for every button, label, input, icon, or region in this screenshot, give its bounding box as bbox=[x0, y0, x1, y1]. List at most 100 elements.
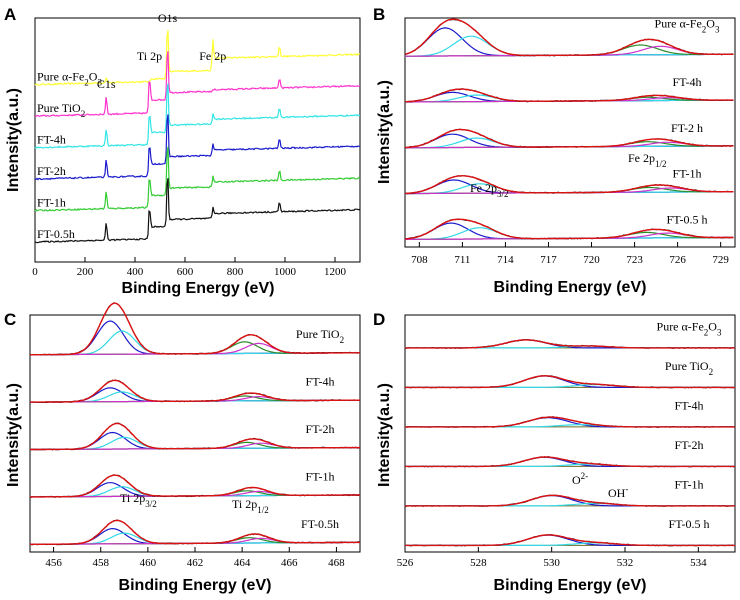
fit-envelope bbox=[404, 18, 734, 57]
panel-letter: B bbox=[373, 5, 385, 24]
fit-envelope bbox=[405, 534, 735, 547]
text-span: 2 bbox=[84, 78, 89, 88]
text-span: Ti 2p bbox=[232, 497, 257, 511]
fit-envelope bbox=[405, 375, 735, 389]
text-span: FT-2h bbox=[675, 438, 704, 452]
x-tick-label: 528 bbox=[470, 557, 487, 569]
peak-annotation: O2- bbox=[572, 471, 588, 487]
peak-label: Fe 2p bbox=[199, 49, 226, 63]
series-label: FT-4h bbox=[37, 133, 66, 147]
panel-letter: A bbox=[4, 5, 16, 24]
peak-annotation: OH- bbox=[608, 484, 628, 500]
text-span: FT-1h bbox=[306, 469, 335, 483]
text-span: FT-1h bbox=[675, 478, 704, 492]
x-tick-label: 711 bbox=[454, 254, 470, 266]
panel-D: D Binding Energy (eV) Intensity(a.u.) 526 52… bbox=[373, 310, 736, 594]
peak-label: C1s bbox=[97, 77, 116, 91]
survey-line bbox=[34, 83, 361, 149]
y-axis-title: Intensity(a.u.) bbox=[376, 383, 393, 487]
x-axis-title: Binding Energy (eV) bbox=[494, 279, 647, 296]
x-tick-label: 723 bbox=[626, 254, 643, 266]
fit-envelope bbox=[405, 456, 735, 468]
text-span: FT-0.5 h bbox=[669, 517, 710, 531]
plot-frame bbox=[34, 17, 361, 263]
text-span: 2 bbox=[340, 335, 345, 345]
peak-label: Ti 2p bbox=[137, 49, 162, 63]
x-tick-label: 1000 bbox=[274, 266, 297, 278]
panel-B: B Binding Energy (eV) Intensity(a.u.) 708 71… bbox=[373, 5, 736, 296]
text-span: FT-2h bbox=[306, 422, 335, 436]
x-tick-label: 0 bbox=[32, 266, 38, 278]
y-axis-title: Intensity(a.u.) bbox=[5, 383, 22, 487]
x-tick-label: 458 bbox=[92, 557, 109, 569]
text-span: 2- bbox=[581, 471, 589, 481]
panel-C: C Binding Energy (eV) Intensity(a.u.) 456 45… bbox=[4, 302, 361, 594]
text-span: 2 bbox=[702, 24, 707, 34]
text-span: O bbox=[572, 473, 581, 487]
x-tick-label: 708 bbox=[411, 254, 428, 266]
x-tick-label: 717 bbox=[540, 254, 557, 266]
text-span: Pure α-Fe bbox=[37, 70, 84, 84]
peak-annotation: Fe 2p3/2 bbox=[470, 181, 509, 199]
x-tick-label: 530 bbox=[543, 557, 560, 569]
fit-envelope bbox=[30, 302, 360, 356]
panel-letter: D bbox=[373, 310, 385, 329]
series-label: FT-0.5h bbox=[301, 517, 339, 531]
text-span: OH bbox=[608, 486, 626, 500]
x-tick-label: 466 bbox=[281, 557, 298, 569]
text-span: 3 bbox=[715, 24, 720, 34]
fit-envelope bbox=[30, 422, 360, 451]
text-span: FT-0.5 h bbox=[667, 212, 708, 226]
x-tick-label: 460 bbox=[140, 557, 157, 569]
x-tick-label: 200 bbox=[77, 266, 94, 278]
x-tick-label: 526 bbox=[397, 557, 414, 569]
text-span: 3/2 bbox=[145, 499, 157, 509]
series-label: Pure TiO2 bbox=[296, 327, 344, 345]
text-span: Pure α-Fe bbox=[655, 16, 702, 30]
peak-annotation: Ti 2p3/2 bbox=[120, 491, 157, 509]
y-axis-title: Intensity(a.u.) bbox=[376, 80, 393, 184]
text-span: FT-2 h bbox=[671, 121, 703, 135]
x-tick-label: 464 bbox=[234, 557, 251, 569]
text-span: O bbox=[89, 70, 98, 84]
text-span: 2 bbox=[81, 109, 86, 119]
text-span: Ti 2p bbox=[120, 491, 145, 505]
fit-envelope bbox=[30, 379, 360, 403]
fit-envelope bbox=[404, 128, 734, 149]
text-span: Fe 2p bbox=[628, 151, 655, 165]
x-tick-label: 720 bbox=[583, 254, 600, 266]
series-label: FT-1h bbox=[675, 478, 704, 492]
series-label: FT-2h bbox=[37, 164, 66, 178]
peak-annotation: Ti 2p1/2 bbox=[232, 497, 269, 515]
x-tick-label: 400 bbox=[127, 266, 144, 278]
text-span: FT-4h bbox=[37, 133, 66, 147]
text-span: FT-1h bbox=[673, 167, 702, 181]
x-tick-label: 534 bbox=[690, 557, 707, 569]
fit-envelope bbox=[405, 339, 735, 349]
series-label: FT-2 h bbox=[671, 121, 703, 135]
series-label: FT-0.5 h bbox=[669, 517, 710, 531]
text-span: - bbox=[625, 484, 628, 494]
fit-envelope bbox=[404, 175, 734, 195]
text-span: Pure α-Fe bbox=[657, 320, 704, 334]
x-tick-label: 800 bbox=[227, 266, 244, 278]
series-label: FT-1h bbox=[306, 469, 335, 483]
survey-line bbox=[34, 51, 361, 118]
x-tick-label: 462 bbox=[187, 557, 204, 569]
series-label: FT-4h bbox=[675, 399, 704, 413]
series-label: Pure α-Fe2O3 bbox=[657, 320, 722, 338]
x-tick-label: 1200 bbox=[324, 266, 347, 278]
text-span: FT-0.5h bbox=[37, 227, 75, 241]
x-tick-label: 600 bbox=[177, 266, 194, 278]
fit-envelope bbox=[30, 474, 360, 498]
text-span: 2 bbox=[709, 367, 714, 377]
text-span: 3/2 bbox=[497, 189, 509, 199]
series-label: FT-4h bbox=[673, 75, 702, 89]
text-span: O bbox=[706, 16, 715, 30]
text-span: O bbox=[708, 320, 717, 334]
series-label: Pure α-Fe2O3 bbox=[655, 16, 720, 34]
x-tick-label: 468 bbox=[328, 557, 345, 569]
x-axis-title: Binding Energy (eV) bbox=[122, 280, 275, 297]
peak-annotation: Fe 2p1/2 bbox=[628, 151, 667, 169]
